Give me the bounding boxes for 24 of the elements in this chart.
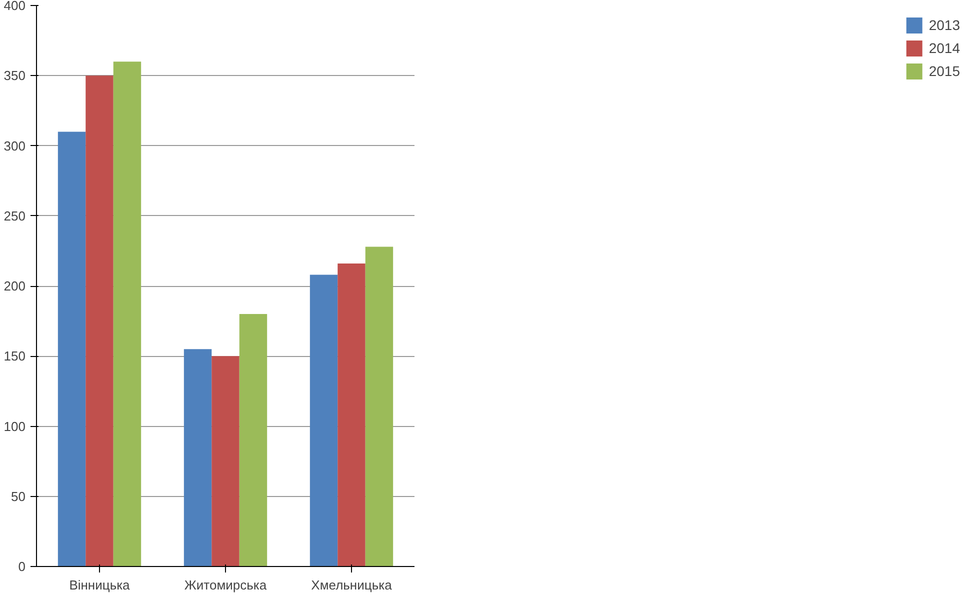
y-tick-label: 50 [11,488,26,504]
bar [310,274,338,566]
bar [58,132,86,566]
y-tick-label: 400 [4,0,26,13]
legend-label: 2013 [928,17,960,33]
legend-label: 2015 [928,63,960,79]
bar [184,349,212,566]
bar [86,76,114,566]
x-tick-label: Житомирська [184,578,268,592]
y-tick-label: 250 [4,208,26,224]
bar [239,314,268,566]
y-tick-label: 150 [4,348,26,364]
legend-label: 2014 [928,40,960,56]
y-tick-label: 200 [4,278,26,294]
bar [338,264,366,566]
bar [113,62,142,566]
x-tick-label: Вінницька [69,578,131,592]
bar [212,356,240,566]
bar [365,246,394,566]
y-tick-label: 350 [4,68,26,84]
y-tick-label: 300 [4,138,26,154]
y-tick-label: 0 [18,559,26,574]
x-tick-label: Хмельницька [311,578,393,592]
y-tick-label: 100 [4,418,26,434]
